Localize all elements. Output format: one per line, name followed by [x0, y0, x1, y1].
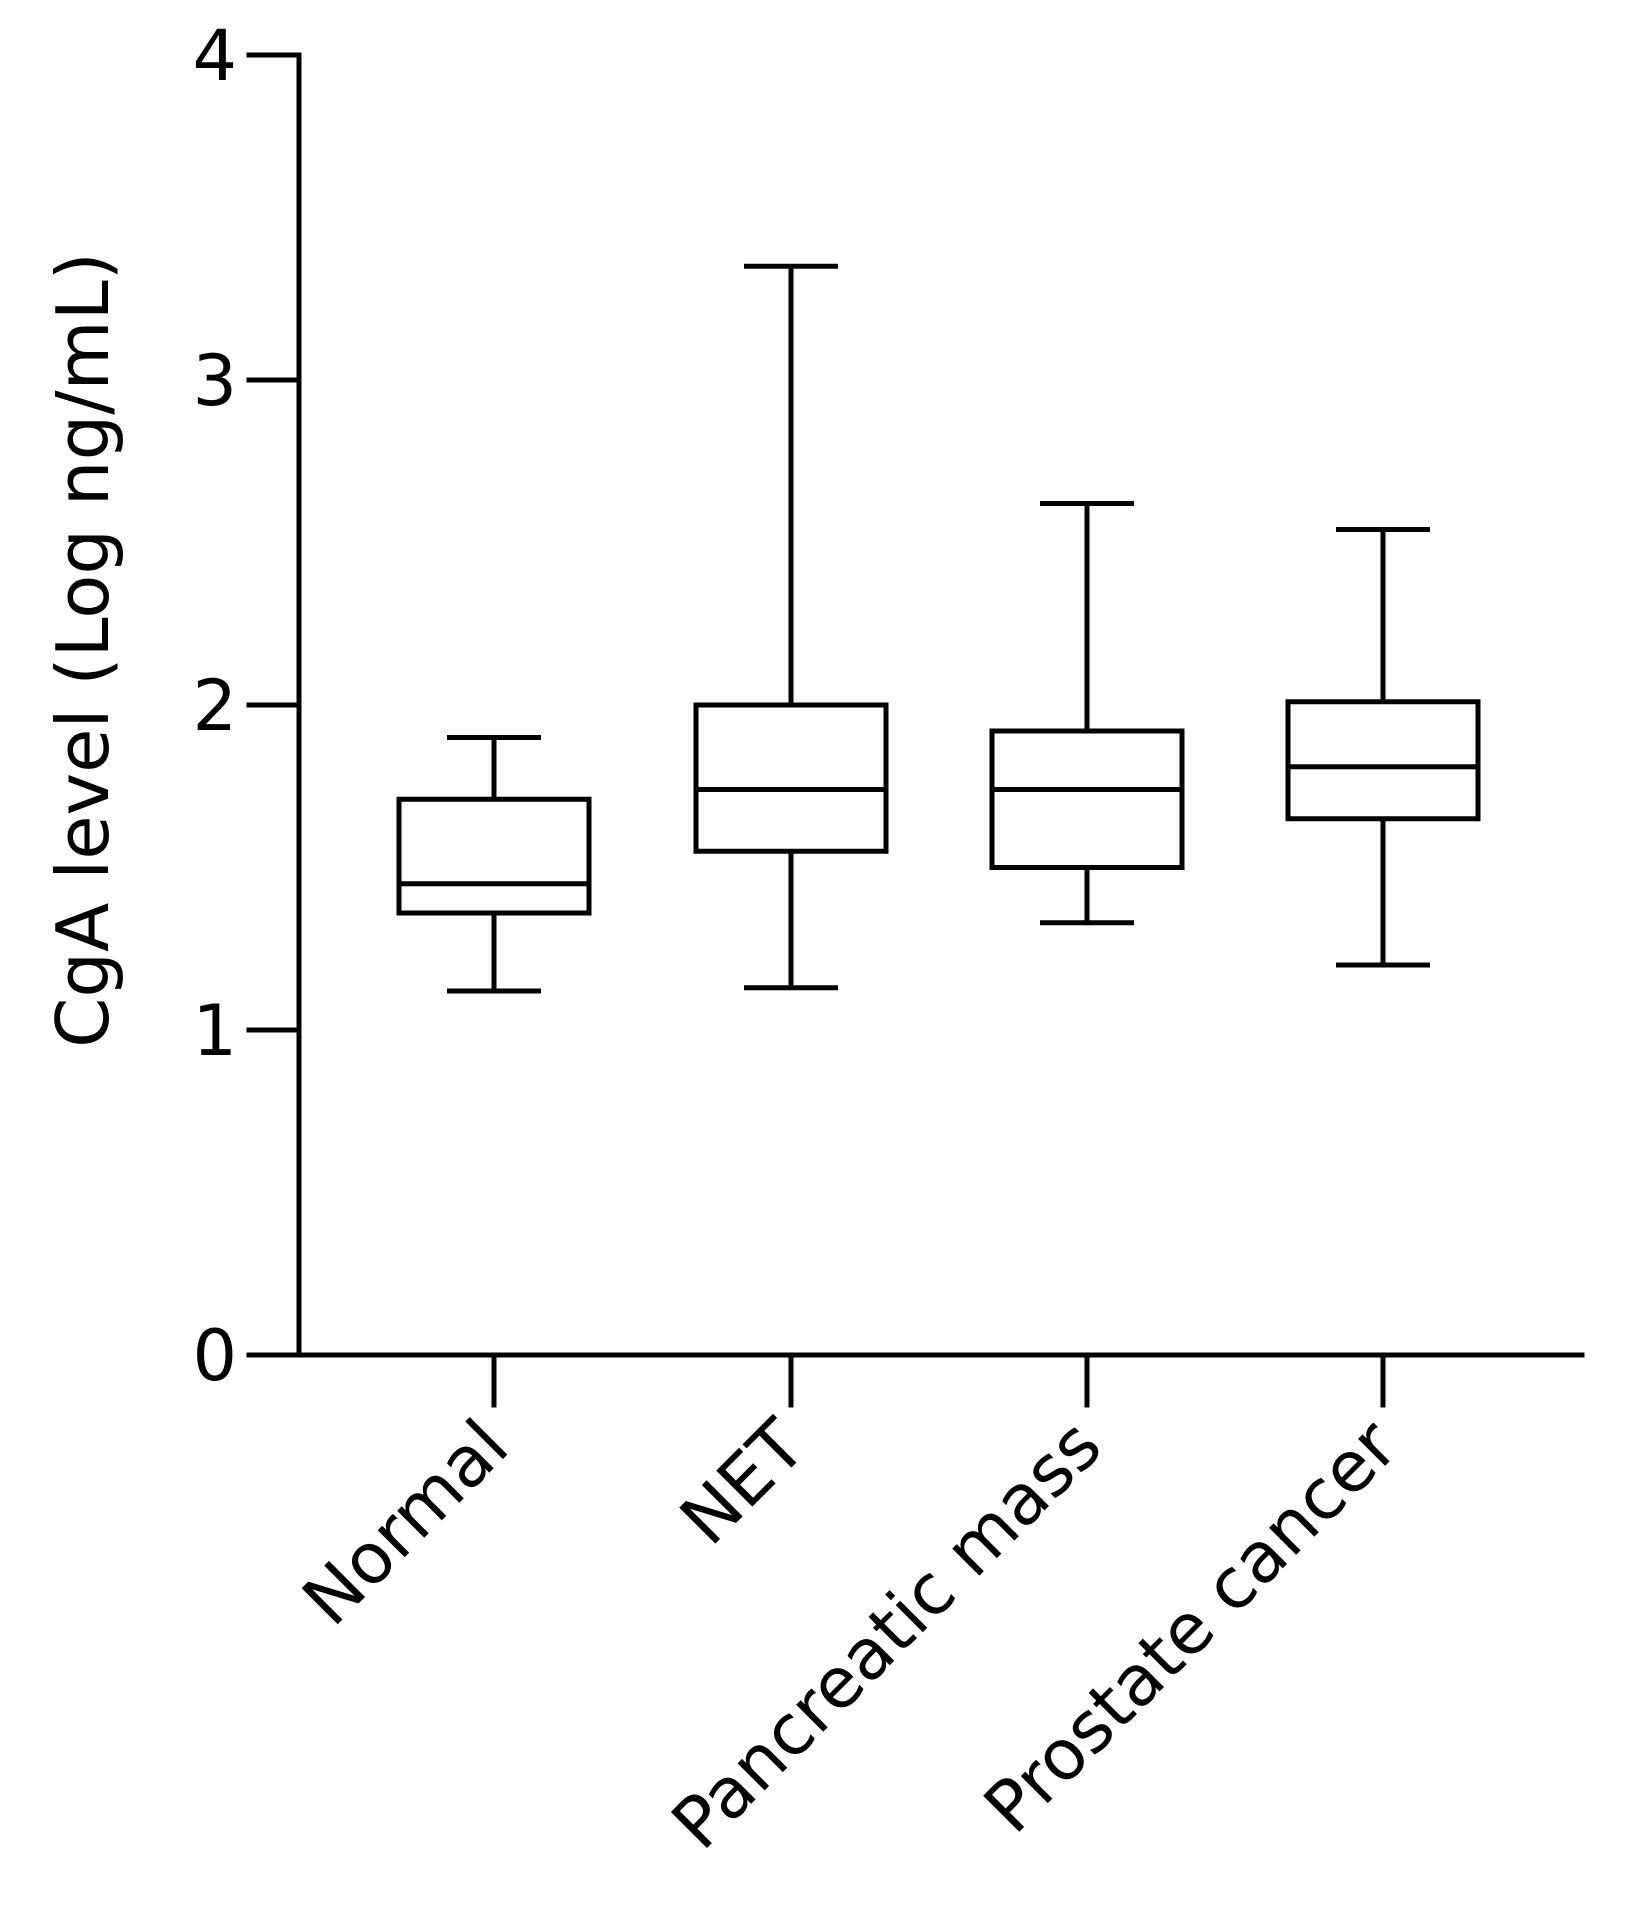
box-prostate-cancer [1285, 527, 1481, 968]
iqr-box [989, 728, 1185, 870]
boxes [396, 263, 1481, 994]
x-category-label: NET [664, 1404, 821, 1561]
y-tick-label: 2 [192, 665, 237, 747]
y-axis: 0 1 2 3 4 [192, 15, 302, 1397]
box-normal [396, 735, 592, 994]
y-tick-label: 0 [192, 1315, 237, 1397]
box-net [693, 263, 889, 991]
y-tick-label: 4 [192, 15, 237, 97]
x-category-label: Normal [287, 1404, 524, 1641]
iqr-box [396, 796, 592, 916]
iqr-box [1285, 699, 1481, 822]
y-axis-title: CgA level (Log ng/mL) [41, 252, 125, 1048]
y-tick-label: 1 [192, 990, 237, 1072]
y-tick-label: 3 [192, 340, 237, 422]
iqr-box [693, 702, 889, 854]
box-pancreatic-mass [989, 501, 1185, 926]
